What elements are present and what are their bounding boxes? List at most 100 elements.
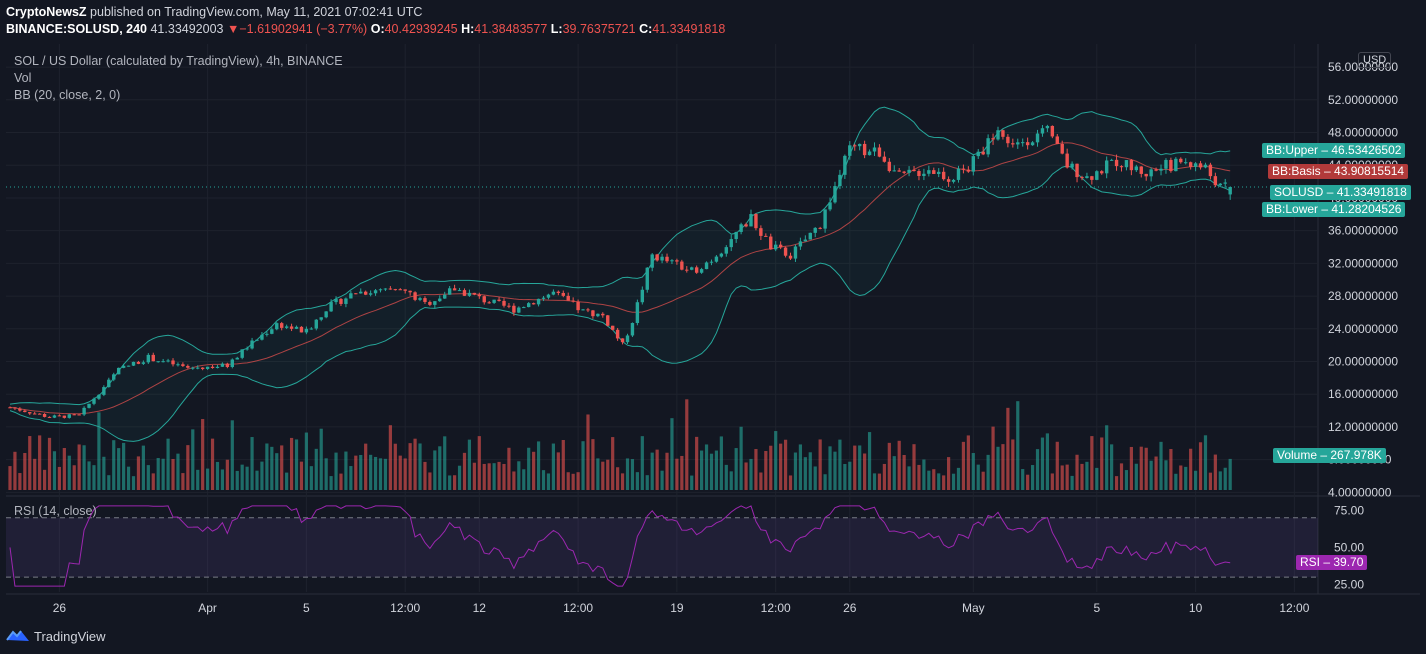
volume-bar: [453, 475, 457, 490]
volume-bar: [378, 458, 383, 490]
volume-bar: [1179, 465, 1183, 490]
candle-body: [284, 326, 289, 328]
volume-bar: [660, 470, 664, 490]
candle-body: [403, 289, 407, 291]
volume-bar: [961, 441, 966, 490]
bb-lower-value: 41.28204526: [1331, 202, 1402, 216]
tradingview-logo[interactable]: TradingView: [6, 626, 106, 646]
volume-bar: [956, 467, 961, 490]
volume-bar: [640, 436, 644, 490]
candle-body: [1184, 162, 1188, 164]
candle-body: [625, 335, 630, 343]
volume-bar: [942, 475, 946, 490]
volume-bar: [408, 443, 412, 490]
volume-bar: [729, 471, 733, 490]
candle-body: [1154, 169, 1158, 171]
candle-body: [294, 326, 299, 329]
publish-line: CryptoNewsZ published on TradingView.com…: [6, 5, 422, 19]
candle-body: [1035, 133, 1040, 143]
candle-body: [531, 303, 536, 305]
volume-bar: [319, 428, 323, 490]
price-tick-label: 48.00000000: [1328, 126, 1398, 140]
candle-body: [966, 169, 971, 172]
candle-body: [541, 297, 546, 299]
time-tick-label: May: [962, 601, 985, 615]
volume-bar: [1065, 464, 1069, 490]
volume-bar: [215, 461, 220, 490]
rsi-label: RSI: [1300, 555, 1321, 569]
candle-body: [1213, 176, 1218, 186]
candle-body: [240, 349, 244, 358]
volume-bar: [299, 461, 304, 490]
time-tick-label: 5: [303, 601, 310, 615]
price-tick-label: 16.00000000: [1328, 387, 1398, 401]
candle-body: [42, 414, 47, 417]
candle-body: [1100, 171, 1104, 174]
bb-basis-label: BB:Basis: [1272, 164, 1321, 178]
volume-bar: [1223, 467, 1227, 490]
candle-body: [675, 260, 679, 262]
volume-bar: [289, 437, 294, 490]
volume-bar: [917, 464, 921, 490]
candle-body: [902, 171, 906, 173]
volume-bar: [235, 470, 239, 490]
legend-main: SOL / US Dollar (calculated by TradingVi…: [14, 54, 343, 68]
volume-bar: [596, 458, 600, 490]
volume-bar: [339, 473, 343, 490]
volume-bar: [719, 436, 723, 490]
candle-body: [759, 228, 763, 236]
chart-svg[interactable]: 56.0000000052.0000000048.0000000044.0000…: [6, 44, 1420, 618]
candle-body: [635, 302, 640, 323]
volume-bar: [448, 475, 452, 490]
volume-bar: [620, 473, 625, 490]
time-tick-label: 10: [1189, 601, 1203, 615]
currency-label[interactable]: USD: [1358, 52, 1392, 68]
candle-body: [33, 413, 37, 415]
candle-body: [1050, 125, 1055, 137]
candle-body: [428, 301, 432, 305]
candle-body: [734, 231, 738, 240]
candle-body: [1025, 142, 1030, 146]
candle-body: [472, 292, 477, 295]
ohlc-line: BINANCE:SOLUSD, 240 41.33492003 ▼−1.6190…: [6, 22, 725, 36]
high-value: 41.38483577: [474, 22, 548, 36]
volume-bar: [833, 451, 837, 490]
chart-area[interactable]: 56.0000000052.0000000048.0000000044.0000…: [6, 44, 1420, 618]
candle-body: [1001, 130, 1005, 137]
volume-bar: [1159, 441, 1163, 490]
low-label: L:: [550, 22, 563, 36]
candle-body: [946, 179, 951, 182]
candle-body: [596, 313, 600, 317]
open-value: 40.42939245: [384, 22, 458, 36]
volume-bar: [788, 475, 793, 490]
candle-body: [719, 253, 724, 257]
volume-bar: [112, 440, 116, 490]
candle-body: [289, 326, 294, 329]
candle-body: [245, 348, 249, 350]
candle-body: [200, 367, 205, 369]
volume-bar: [670, 418, 674, 490]
volume-bar: [314, 448, 318, 490]
volume-bar: [1040, 437, 1045, 490]
candle-body: [739, 224, 743, 232]
volume-bar: [492, 463, 496, 490]
volume-bar: [354, 455, 358, 490]
volume-bar: [922, 459, 926, 490]
candle-body: [867, 151, 872, 156]
candle-body: [186, 365, 190, 368]
volume-bar: [161, 458, 165, 490]
volume-bar: [734, 448, 738, 490]
volume-bar: [344, 451, 348, 490]
volume-bar: [1149, 460, 1153, 490]
candle-body: [1016, 142, 1020, 145]
candle-body: [166, 360, 170, 362]
volume-bar: [428, 472, 432, 490]
candle-body: [556, 291, 561, 293]
volume-bar: [517, 461, 521, 490]
candle-body: [270, 329, 274, 334]
publisher-name[interactable]: CryptoNewsZ: [6, 5, 87, 19]
volume-bar: [1124, 470, 1129, 490]
volume-bar: [1100, 437, 1104, 490]
volume-bar: [551, 443, 555, 490]
time-tick-label: 19: [670, 601, 684, 615]
